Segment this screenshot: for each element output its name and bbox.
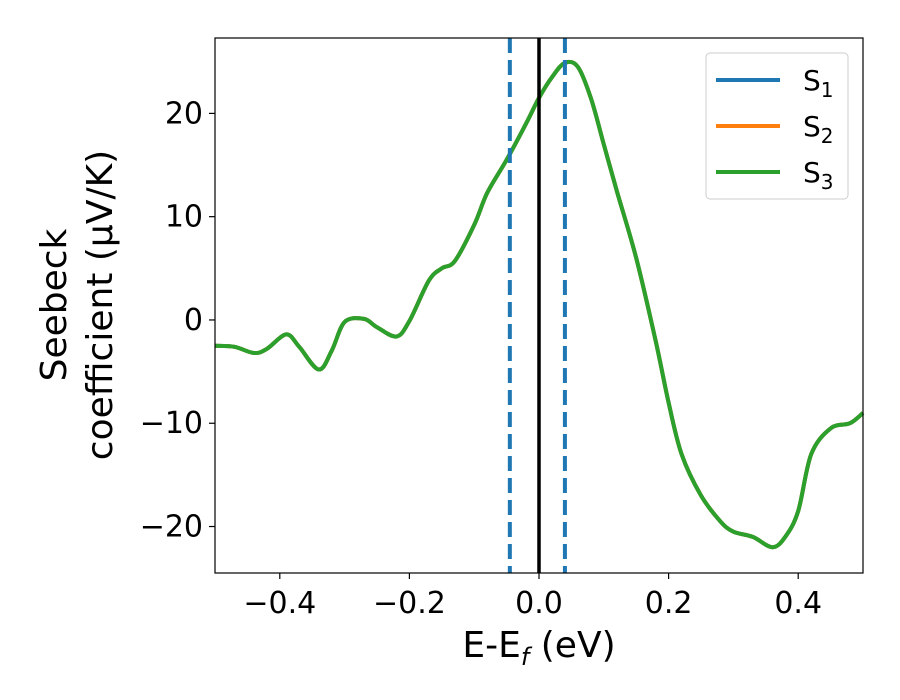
vline-layer [507,38,567,573]
series-layer [214,59,865,550]
y-tick-label: −20 [140,510,203,545]
y-axis-title-line2: coefficient (μV/K) [80,150,121,460]
y-tick-label: 20 [165,96,203,131]
legend-label-sub-3: 3 [821,170,834,194]
legend-label-sub-1: 1 [821,78,834,102]
y-axis-title-line1: Seebeck [34,228,75,381]
y-axis-title: Seebeck coefficient (μV/K) [34,150,121,460]
x-axis-title-main: E-E [462,625,520,666]
y-tick-label: 0 [184,303,203,338]
series-line-3 [214,59,865,550]
x-tick-label: 0.2 [645,586,693,621]
x-tick-label: −0.2 [373,586,446,621]
x-ticks: −0.4 −0.2 0.0 0.2 0.4 [243,573,822,621]
y-ticks: −20 −10 0 10 20 [140,96,215,545]
y-tick-label: −10 [140,406,203,441]
legend-label-sub-2: 2 [821,124,834,148]
x-tick-label: 0.0 [515,586,563,621]
x-tick-label: −0.4 [243,586,316,621]
x-axis-title: E-Ef (eV) [462,625,615,671]
x-axis-title-unit: (eV) [529,625,615,666]
x-tick-label: 0.4 [774,586,822,621]
y-tick-label: 10 [165,200,203,235]
